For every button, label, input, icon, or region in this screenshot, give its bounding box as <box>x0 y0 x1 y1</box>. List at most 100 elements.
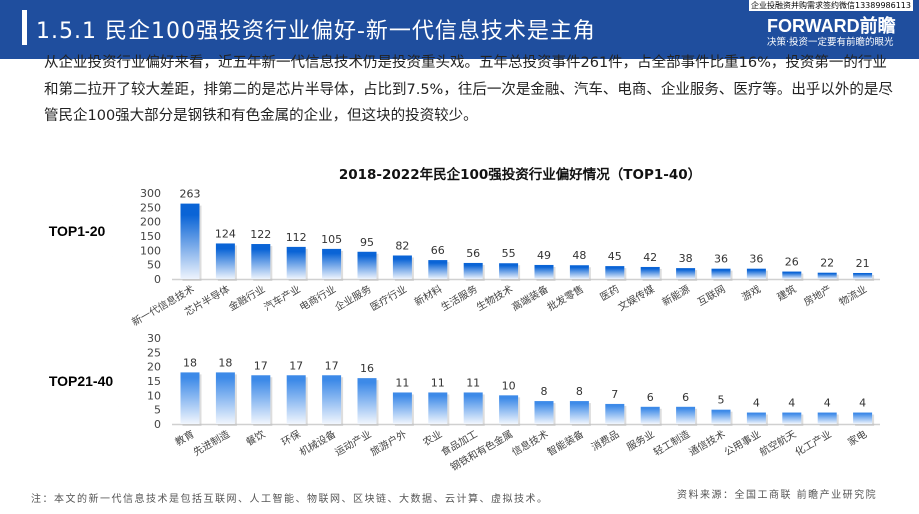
x-category-label: 房地产 <box>801 282 833 308</box>
x-category-label: 生活服务 <box>439 282 480 313</box>
x-category-label: 农业 <box>420 427 444 448</box>
group-label-top21-40: TOP21-40 <box>40 355 138 407</box>
bar-value-label: 8 <box>576 385 583 398</box>
bar <box>676 268 696 279</box>
bar <box>605 266 625 279</box>
bar <box>392 392 412 424</box>
bar <box>286 246 306 279</box>
x-category-label: 环保 <box>279 427 303 448</box>
bar-value-label: 56 <box>466 247 480 260</box>
bar <box>817 412 837 424</box>
bar-value-label: 7 <box>611 388 618 401</box>
bar-value-label: 6 <box>682 391 689 404</box>
bar-value-label: 17 <box>289 359 303 372</box>
x-category-label: 批发零售 <box>545 282 586 313</box>
bar-value-label: 105 <box>321 233 342 246</box>
bar <box>499 263 519 279</box>
x-category-label: 消费品 <box>589 427 621 453</box>
logo-slogan: 决策·投资一定要有前瞻的眼光 <box>767 37 894 48</box>
bar <box>286 375 306 424</box>
title-accent-bar <box>22 10 27 45</box>
bar <box>711 268 731 279</box>
bar <box>180 372 200 424</box>
bar <box>322 375 342 424</box>
y-tick-label: 0 <box>154 273 161 286</box>
bar-value-label: 36 <box>749 253 763 266</box>
x-category-label: 智能装备 <box>545 427 586 458</box>
header-banner: 1.5.1 民企100强投资行业偏好-新一代信息技术是主角 企业投融资并购需求签… <box>0 0 919 59</box>
x-category-label: 轻工制造 <box>651 427 692 458</box>
y-tick-label: 10 <box>147 389 161 402</box>
bar <box>428 260 448 279</box>
bar <box>782 412 802 424</box>
x-category-label: 文娱传媒 <box>616 282 657 313</box>
bar-value-label: 66 <box>431 244 445 257</box>
x-category-label: 航空航天 <box>757 427 798 458</box>
bar-value-label: 6 <box>647 391 654 404</box>
x-category-label: 新能源 <box>660 282 692 308</box>
x-category-label: 化工产业 <box>793 427 834 458</box>
bar <box>853 412 873 424</box>
x-category-label: 信息技术 <box>509 427 550 458</box>
x-category-label: 医疗行业 <box>368 282 409 313</box>
x-category-label: 旅游户外 <box>368 427 409 458</box>
y-tick-label: 50 <box>147 259 161 272</box>
bar <box>463 392 483 424</box>
bar <box>569 401 589 424</box>
x-category-label: 建筑 <box>774 282 798 303</box>
bar <box>640 406 660 424</box>
contact-text: 企业投融资并购需求签约微信13389986113 <box>749 0 913 11</box>
bar <box>357 251 377 279</box>
bar-value-label: 5 <box>718 394 725 407</box>
x-category-label: 物流业 <box>837 282 869 308</box>
y-tick-label: 200 <box>140 216 161 229</box>
bar-value-label: 112 <box>286 231 307 244</box>
bar-value-label: 4 <box>824 397 831 410</box>
x-category-label: 生物技术 <box>474 282 515 313</box>
bar-value-label: 11 <box>431 376 445 389</box>
forward-logo: FORWARD前瞻 <box>767 16 896 36</box>
bar-value-label: 82 <box>395 239 409 252</box>
bar <box>215 372 235 424</box>
bar-value-label: 10 <box>502 379 516 392</box>
bar-value-label: 18 <box>183 356 197 369</box>
bar <box>428 392 448 424</box>
bar <box>499 395 519 424</box>
bar <box>180 203 200 279</box>
bar-value-label: 18 <box>218 356 232 369</box>
bar <box>569 265 589 279</box>
bar-value-label: 122 <box>250 228 271 241</box>
y-tick-label: 15 <box>147 375 161 388</box>
x-category-label: 通信技术 <box>686 427 727 458</box>
x-category-label: 运动产业 <box>332 427 373 458</box>
y-tick-label: 5 <box>154 404 161 417</box>
y-tick-label: 30 <box>147 332 161 345</box>
bar-value-label: 42 <box>643 251 657 264</box>
bar <box>357 378 377 424</box>
bar <box>711 409 731 424</box>
bar <box>322 248 342 279</box>
x-category-label: 新一代信息技术 <box>129 282 196 328</box>
bar <box>676 406 696 424</box>
bar <box>746 412 766 424</box>
x-category-label: 教育 <box>173 427 197 448</box>
y-tick-label: 0 <box>154 418 161 431</box>
bar-value-label: 8 <box>541 385 548 398</box>
x-category-label: 医药 <box>598 283 621 303</box>
y-tick-label: 150 <box>140 230 161 243</box>
bar-value-label: 49 <box>537 249 551 262</box>
bar-value-label: 4 <box>859 397 866 410</box>
bar-value-label: 95 <box>360 236 374 249</box>
bar <box>746 268 766 279</box>
x-category-label: 高端装备 <box>509 282 550 313</box>
bar-value-label: 21 <box>856 257 870 270</box>
bar <box>605 403 625 424</box>
y-tick-label: 100 <box>140 244 161 257</box>
bar-value-label: 17 <box>325 359 339 372</box>
bar <box>853 272 873 279</box>
bar-value-label: 124 <box>215 227 236 240</box>
page-title: 1.5.1 民企100强投资行业偏好-新一代信息技术是主角 <box>36 19 596 44</box>
bar <box>817 272 837 279</box>
x-category-label: 游戏 <box>739 282 763 303</box>
chart-title: 2018-2022年民企100强投资行业偏好情况（TOP1-40） <box>339 166 701 183</box>
